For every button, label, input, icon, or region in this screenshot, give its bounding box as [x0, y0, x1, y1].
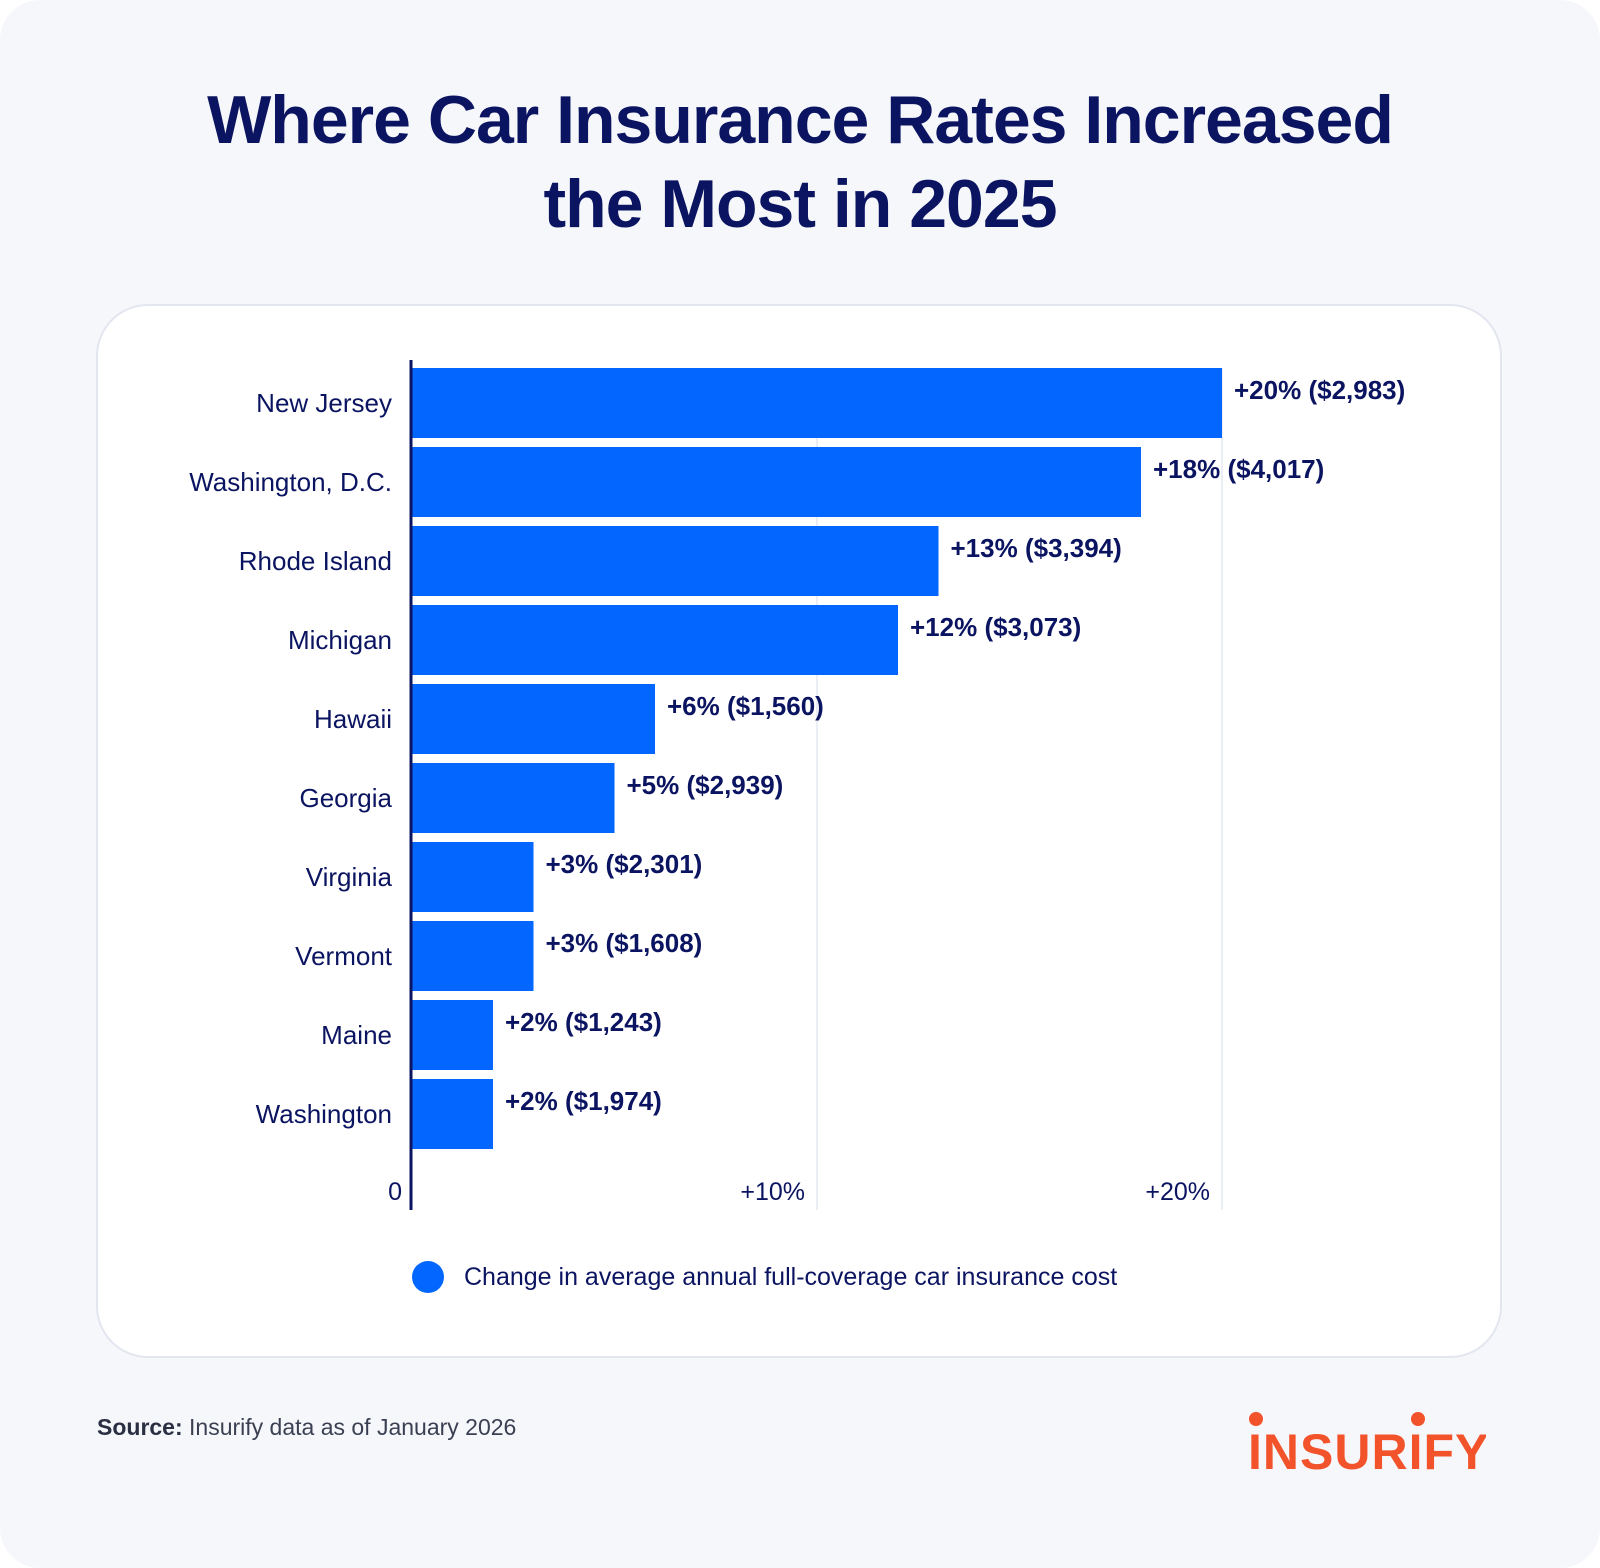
chart-title: Where Car Insurance Rates Increased the …	[0, 78, 1600, 246]
bar-5	[412, 763, 615, 833]
data-label-8: +2% ($1,243)	[505, 1007, 662, 1037]
data-label-3: +12% ($3,073)	[910, 612, 1081, 642]
insurify-logo: INSURIFY	[1248, 1412, 1486, 1479]
bar-6	[412, 842, 534, 912]
x-tick-label-2: +20%	[1145, 1178, 1210, 1206]
bar-1	[412, 447, 1141, 517]
bar-4	[412, 684, 655, 754]
bar-3	[412, 605, 898, 675]
category-label-8: Maine	[321, 1020, 392, 1050]
data-label-9: +2% ($1,974)	[505, 1086, 662, 1116]
category-label-6: Virginia	[306, 862, 393, 892]
category-label-4: Hawaii	[314, 704, 392, 734]
chart-title-line-1: Where Car Insurance Rates Increased	[207, 82, 1394, 158]
category-label-7: Vermont	[295, 941, 393, 971]
x-tick-label-1: +10%	[740, 1178, 805, 1206]
bar-9	[412, 1079, 493, 1149]
data-label-7: +3% ($1,608)	[546, 928, 703, 958]
category-label-1: Washington, D.C.	[189, 467, 392, 497]
source-note: Source: Insurify data as of January 2026	[97, 1414, 516, 1441]
data-label-2: +13% ($3,394)	[951, 533, 1122, 563]
category-label-3: Michigan	[288, 625, 392, 655]
data-label-0: +20% ($2,983)	[1234, 375, 1405, 405]
category-label-2: Rhode Island	[239, 546, 392, 576]
bar-2	[412, 526, 939, 596]
chart-legend: Change in average annual full-coverage c…	[412, 1259, 1117, 1295]
svg-text:INSURIFY: INSURIFY	[1248, 1424, 1486, 1479]
bar-0	[412, 368, 1222, 438]
chart-title-line-2: the Most in 2025	[543, 166, 1057, 242]
category-label-0: New Jersey	[256, 388, 392, 418]
data-label-1: +18% ($4,017)	[1153, 454, 1324, 484]
source-text: Insurify data as of January 2026	[182, 1414, 517, 1440]
legend-label: Change in average annual full-coverage c…	[464, 1262, 1118, 1291]
legend-swatch	[412, 1261, 444, 1293]
x-tick-label-0: 0	[388, 1178, 402, 1206]
bar-8	[412, 1000, 493, 1070]
data-label-6: +3% ($2,301)	[546, 849, 703, 879]
data-label-4: +6% ($1,560)	[667, 691, 824, 721]
bar-7	[412, 921, 534, 991]
category-label-9: Washington	[256, 1099, 392, 1129]
source-label: Source:	[97, 1414, 183, 1440]
data-label-5: +5% ($2,939)	[627, 770, 784, 800]
category-label-5: Georgia	[300, 783, 393, 813]
